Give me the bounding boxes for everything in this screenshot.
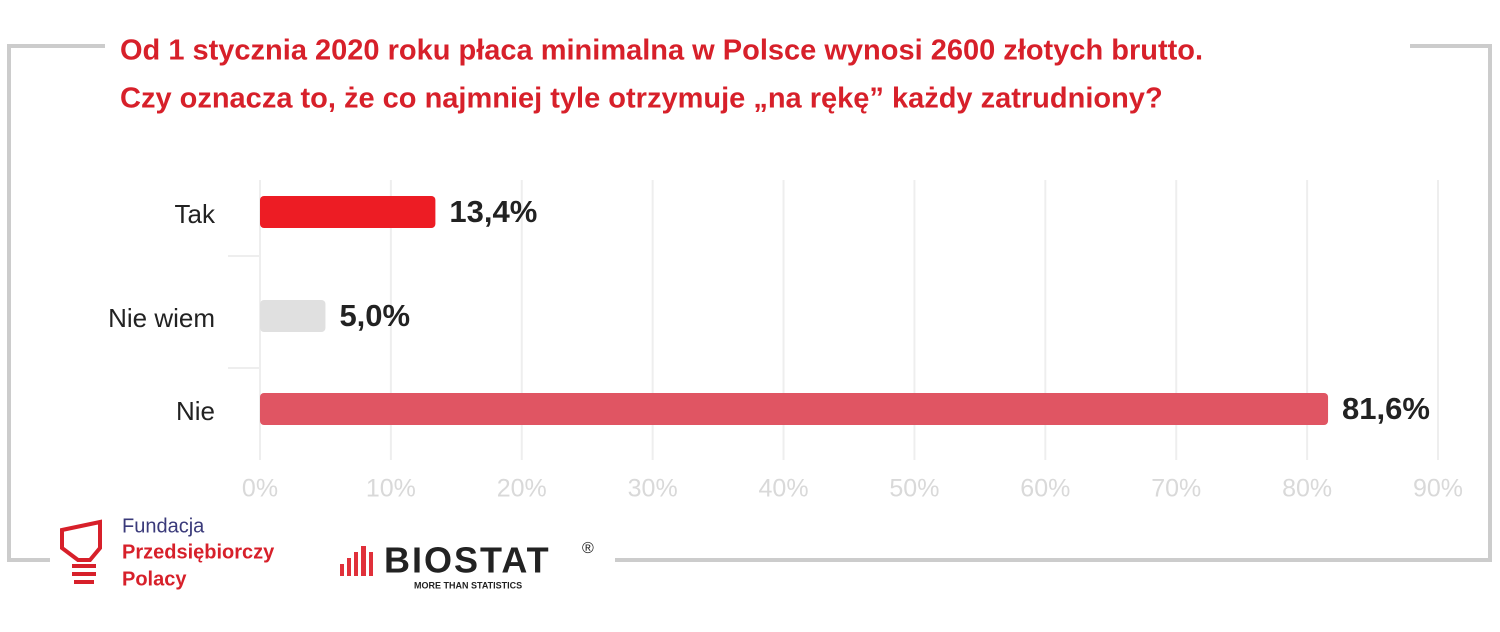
bar <box>260 300 326 332</box>
value-label: 13,4% <box>449 194 537 229</box>
logo-text: MORE THAN STATISTICS <box>414 580 522 590</box>
category-label: Tak <box>175 199 216 229</box>
fundacja-logo: Fundacja Przedsiębiorczy Polacy <box>60 515 275 590</box>
x-tick-label: 0% <box>242 475 278 503</box>
chart-title: Czy oznacza to, że co najmniej tyle otrz… <box>120 83 1163 115</box>
x-tick-label: 90% <box>1413 475 1463 503</box>
x-tick-label: 80% <box>1282 475 1332 503</box>
frame <box>7 44 1492 562</box>
x-tick-label: 50% <box>889 475 939 503</box>
value-label: 5,0% <box>339 298 410 333</box>
x-tick-label: 10% <box>366 475 416 503</box>
x-tick-label: 30% <box>628 475 678 503</box>
x-tick-label: 70% <box>1151 475 1201 503</box>
logo-text: ® <box>582 540 594 557</box>
logo-text: BIOSTAT <box>384 540 551 581</box>
x-tick-label: 60% <box>1020 475 1070 503</box>
bar <box>260 196 436 228</box>
value-label: 81,6% <box>1342 391 1430 426</box>
x-tick-label: 20% <box>497 475 547 503</box>
category-label: Nie wiem <box>108 303 215 333</box>
category-label: Nie <box>176 396 215 426</box>
category-separators <box>228 255 260 369</box>
chart-title: Od 1 stycznia 2020 roku płaca minimalna … <box>120 35 1203 67</box>
logo-text: Przedsiębiorczy <box>122 541 275 563</box>
biostat-logo: BIOSTAT ® MORE THAN STATISTICS <box>340 540 594 590</box>
logo-text: Fundacja <box>122 515 205 537</box>
logo-text: Polacy <box>122 568 187 590</box>
bar <box>260 393 1329 425</box>
x-tick-label: 40% <box>759 475 809 503</box>
